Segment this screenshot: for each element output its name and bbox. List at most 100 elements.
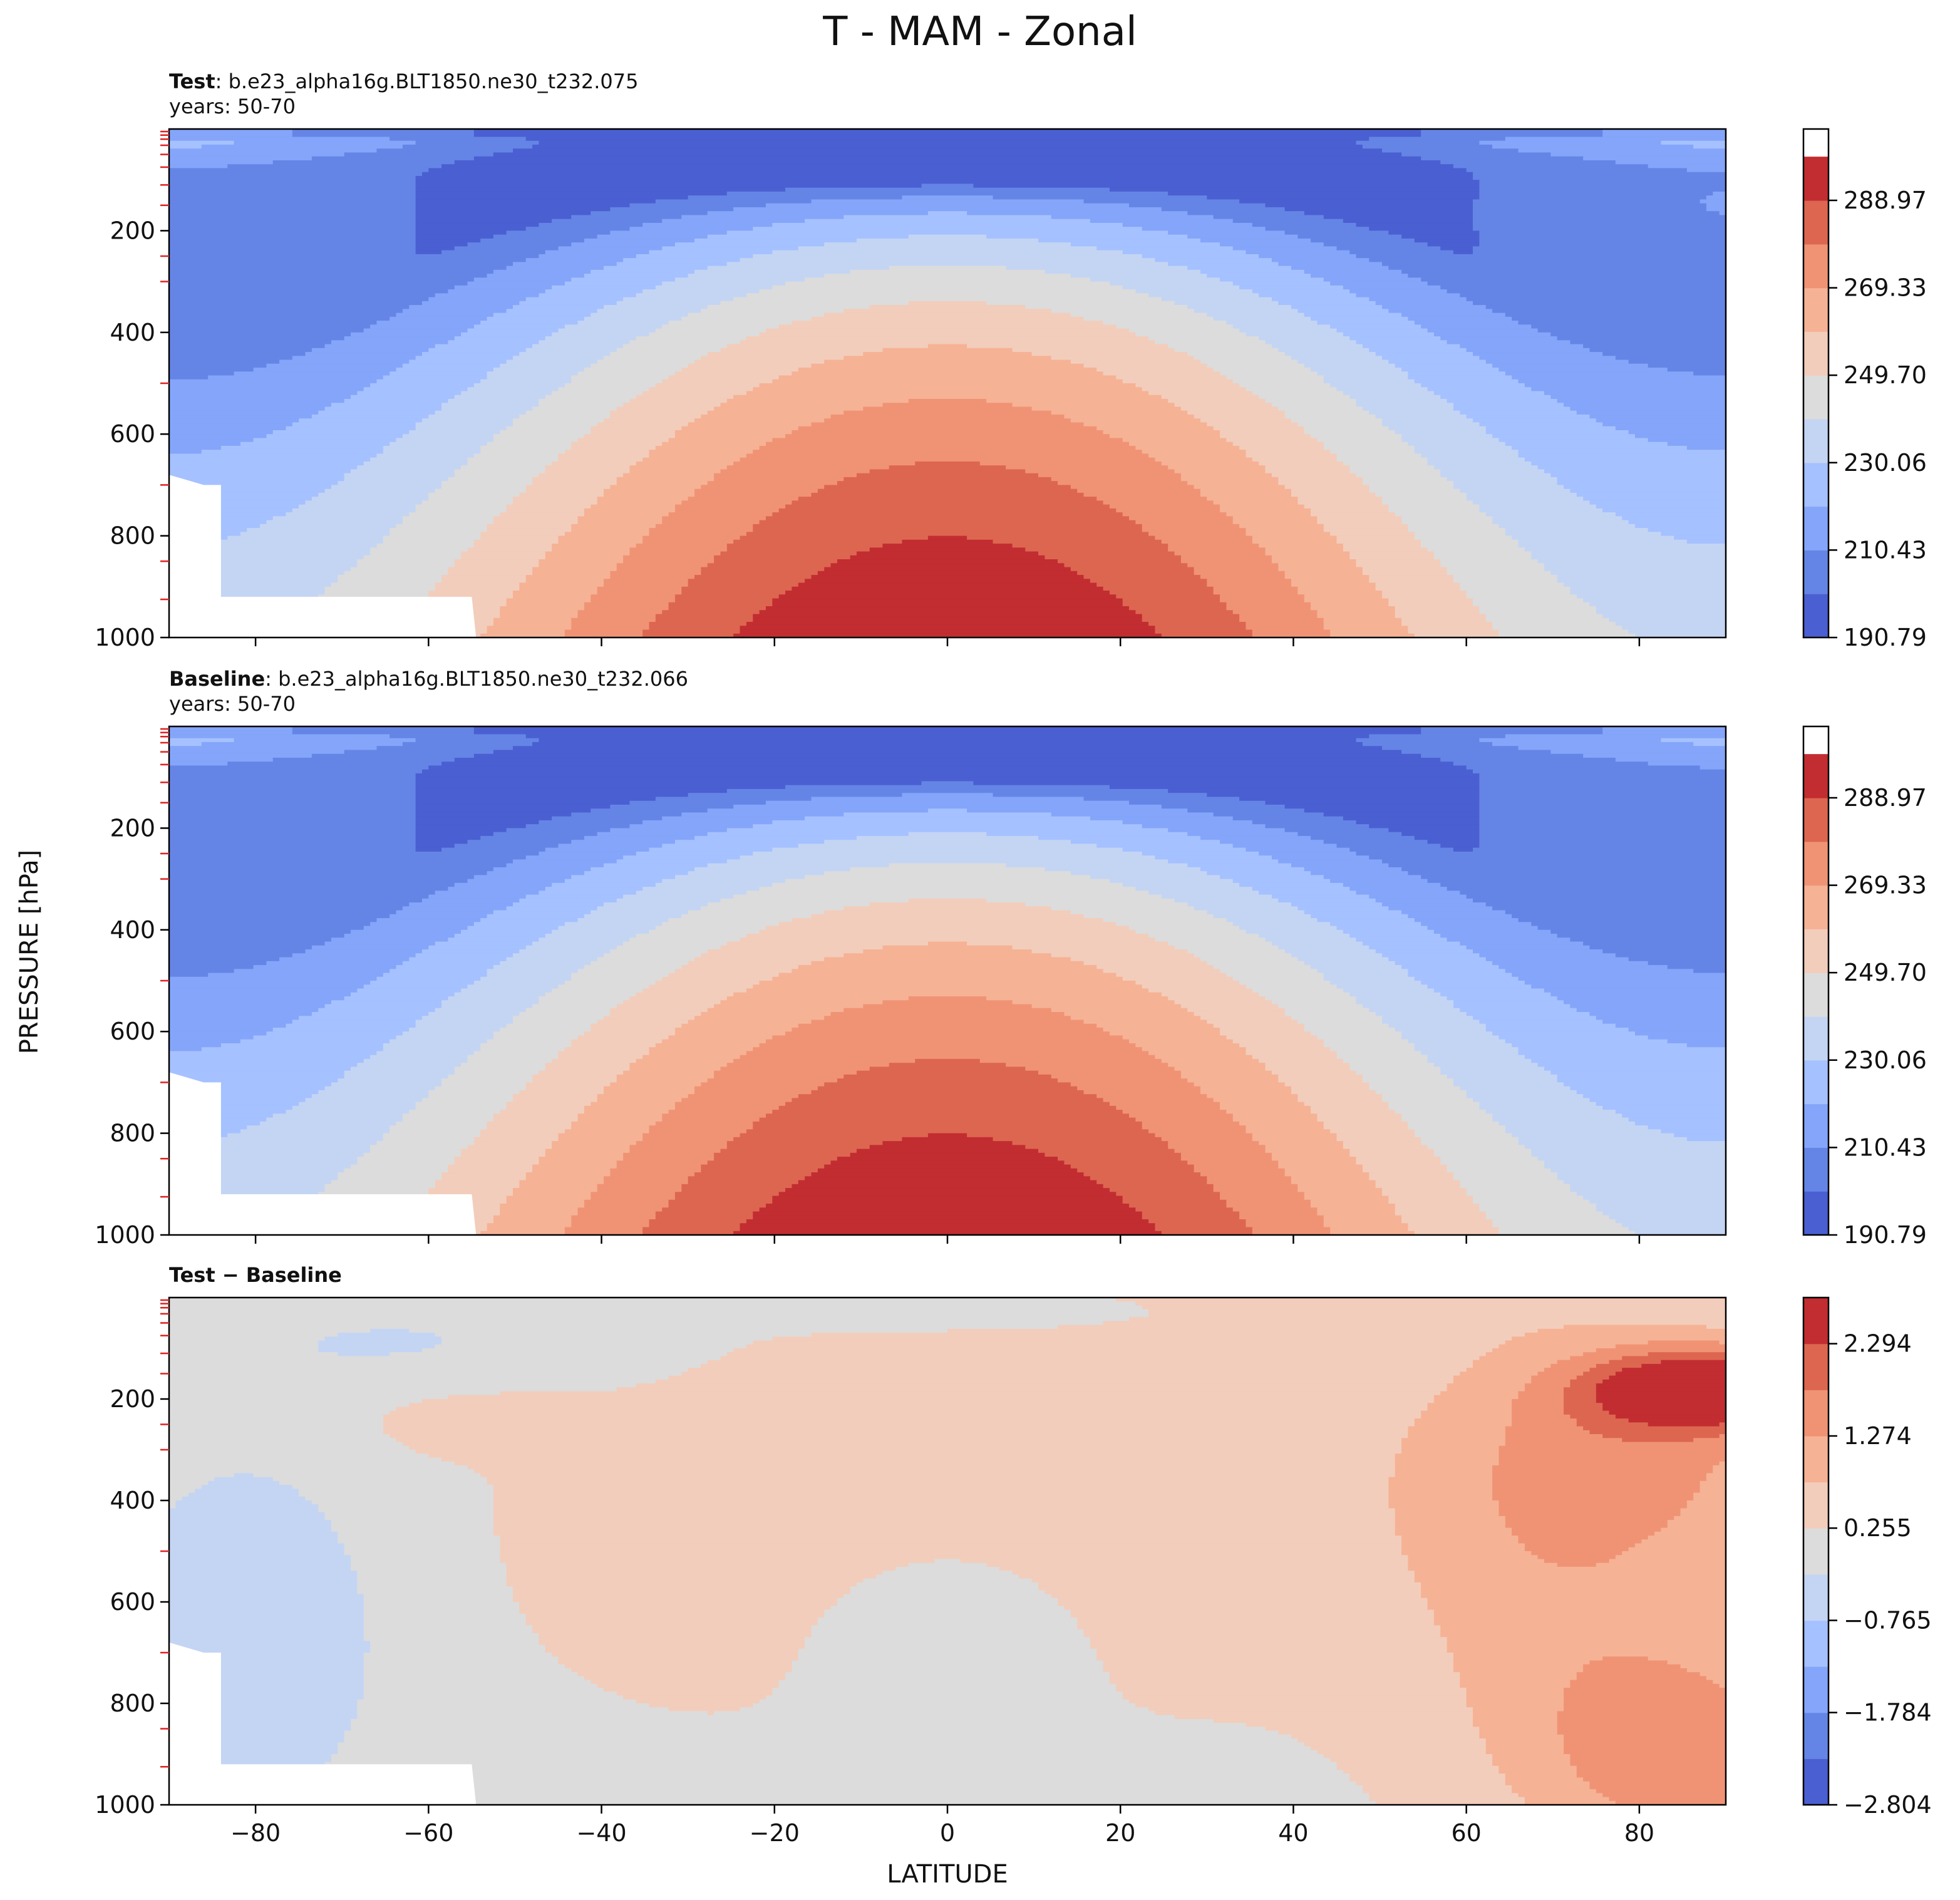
x-tick-label: 0	[940, 1819, 955, 1847]
x-tick-label: −60	[403, 1819, 453, 1847]
colorbar-tick-label: −2.804	[1844, 1791, 1932, 1819]
baseline-case-name: : b.e23_alpha16g.BLT1850.ne30_t232.066	[265, 667, 688, 691]
colorbar-tick-label: 210.43	[1844, 536, 1927, 564]
colorbar-swatch	[1803, 1191, 1828, 1236]
colorbar-swatch	[1803, 287, 1828, 332]
x-axis-label: LATITUDE	[887, 1860, 1008, 1889]
colorbar-tick-label: 230.06	[1844, 1046, 1927, 1074]
baseline-contour-field	[169, 726, 1726, 1236]
colorbar-swatch	[1803, 885, 1828, 929]
colorbar-swatch	[1803, 1147, 1828, 1192]
test-case-name: : b.e23_alpha16g.BLT1850.ne30_t232.075	[215, 70, 639, 93]
colorbar-swatch	[1803, 200, 1828, 245]
baseline-panel: 200 400 600 800 1000 190.79 210.43 230.06 249.70…	[95, 725, 1927, 1249]
colorbar-tick-label: 1.274	[1844, 1422, 1912, 1450]
colorbar-tick-label: 249.70	[1844, 959, 1927, 986]
baseline-panel-title: Baseline: b.e23_alpha16g.BLT1850.ne30_t2…	[169, 666, 688, 716]
colorbar-swatch	[1803, 331, 1828, 376]
colorbar-swatch	[1803, 1482, 1828, 1529]
baseline-years: years: 50-70	[169, 692, 296, 716]
colorbar-tick-label: −0.765	[1844, 1606, 1932, 1634]
baseline-y-tick-label: 1000	[95, 1221, 155, 1249]
diff-contour-field	[169, 1298, 1726, 1805]
diff-panel-title: Test − Baseline	[169, 1262, 342, 1288]
colorbar-tick-label: 2.294	[1844, 1330, 1912, 1358]
colorbar-swatch	[1803, 841, 1828, 886]
colorbar-swatch	[1803, 1758, 1828, 1805]
colorbar-swatch	[1803, 1712, 1828, 1759]
diff-y-tick-label: 600	[110, 1588, 155, 1616]
x-tick-label: 60	[1451, 1819, 1481, 1847]
colorbar-tick-label: 249.70	[1844, 361, 1927, 389]
test-y-tick-label: 400	[110, 319, 155, 346]
colorbar-frame	[1802, 1296, 1830, 1806]
colorbar-swatch	[1803, 1103, 1828, 1148]
colorbar-swatch	[1803, 1343, 1828, 1390]
x-tick-label: −40	[576, 1819, 626, 1847]
colorbar-tick-label: 190.79	[1844, 624, 1927, 651]
diff-y-tick-label: 400	[110, 1487, 155, 1514]
colorbar-swatch	[1803, 1435, 1828, 1483]
colorbar-tick-label: 230.06	[1844, 449, 1927, 477]
test-contour-field	[169, 129, 1726, 638]
diff-topography-mask	[169, 1642, 477, 1805]
colorbar-swatch	[1803, 1574, 1828, 1621]
baseline-y-tick-label: 600	[110, 1018, 155, 1045]
y-axis-label: PRESSURE [hPa]	[15, 850, 44, 1054]
baseline-label: Baseline	[169, 667, 266, 691]
baseline-topography-mask	[169, 1072, 477, 1235]
baseline-y-tick-label: 400	[110, 916, 155, 944]
colorbar-swatch	[1803, 244, 1828, 289]
diff-panel: 200 400 600 800 1000 −80 −60 −40 −20 0 20 40 60 80 −2.…	[95, 1296, 1932, 1847]
colorbar-swatch	[1803, 1298, 1828, 1345]
test-panel: 200 400 600 800 1000 190.79 210.43 230.06 249.70…	[95, 128, 1927, 651]
colorbar-swatch	[1803, 418, 1828, 463]
colorbar-tick-label: 288.97	[1844, 187, 1927, 214]
colorbar-swatch	[1803, 754, 1828, 798]
colorbar-frame	[1802, 128, 1830, 639]
test-topography-mask	[169, 475, 477, 638]
baseline-colorbar: 190.79 210.43 230.06 249.70 269.33 288.97	[1802, 725, 1927, 1249]
colorbar-swatch	[1803, 1060, 1828, 1105]
test-y-tick-label: 1000	[95, 624, 155, 651]
colorbar-swatch	[1803, 506, 1828, 550]
test-panel-title: Test: b.e23_alpha16g.BLT1850.ne30_t232.0…	[169, 69, 638, 119]
diff-y-tick-label: 1000	[95, 1791, 155, 1819]
diff-label: Test − Baseline	[169, 1263, 342, 1287]
colorbar-swatch	[1803, 929, 1828, 973]
colorbar-swatch	[1803, 797, 1828, 842]
colorbar-swatch	[1803, 550, 1828, 594]
diff-colorbar: −2.804 −1.784 −0.765 0.255 1.274 2.294	[1802, 1296, 1932, 1819]
colorbar-swatch	[1803, 157, 1828, 201]
colorbar-swatch	[1803, 462, 1828, 507]
colorbar-swatch	[1803, 1666, 1828, 1713]
colorbar-frame	[1802, 725, 1830, 1236]
colorbar-swatch	[1803, 1016, 1828, 1061]
figure-title: T - MAM - Zonal	[823, 9, 1137, 55]
x-tick-label: 80	[1624, 1819, 1654, 1847]
diff-y-tick-label: 200	[110, 1385, 155, 1413]
colorbar-tick-label: 190.79	[1844, 1221, 1927, 1249]
x-tick-label: −20	[750, 1819, 800, 1847]
test-years: years: 50-70	[169, 95, 296, 118]
colorbar-tick-label: −1.784	[1844, 1699, 1932, 1727]
colorbar-tick-label: 0.255	[1844, 1514, 1912, 1542]
colorbar-tick-label: 210.43	[1844, 1133, 1927, 1161]
colorbar-swatch	[1803, 594, 1828, 638]
x-tick-label: −80	[230, 1819, 281, 1847]
test-colorbar: 190.79 210.43 230.06 249.70 269.33 288.97	[1802, 128, 1927, 651]
diff-y-tick-label: 800	[110, 1690, 155, 1717]
baseline-y-tick-label: 200	[110, 814, 155, 842]
colorbar-tick-label: 269.33	[1844, 872, 1927, 899]
test-y-tick-label: 800	[110, 522, 155, 550]
colorbar-swatch	[1803, 375, 1828, 420]
colorbar-swatch	[1803, 1620, 1828, 1667]
x-tick-label: 40	[1278, 1819, 1308, 1847]
colorbar-tick-label: 288.97	[1844, 784, 1927, 812]
test-y-tick-label: 200	[110, 217, 155, 244]
test-label: Test	[169, 70, 215, 93]
test-y-tick-label: 600	[110, 420, 155, 448]
colorbar-swatch	[1803, 1390, 1828, 1437]
colorbar-swatch	[1803, 1528, 1828, 1575]
